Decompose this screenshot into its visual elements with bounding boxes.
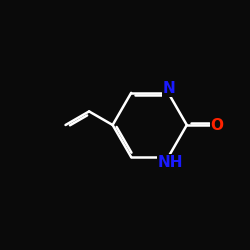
- Text: O: O: [211, 118, 224, 132]
- Text: N: N: [163, 81, 176, 96]
- Text: NH: NH: [158, 154, 184, 170]
